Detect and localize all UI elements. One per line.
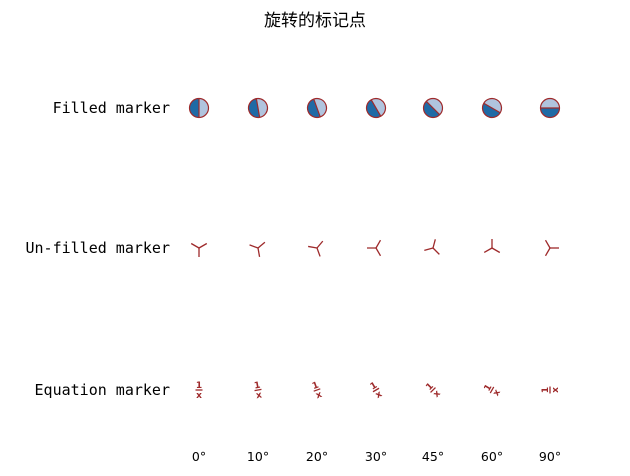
unfilled-marker-90 xyxy=(544,239,559,257)
filled-marker-10 xyxy=(247,97,269,119)
unfilled-marker-arm-0 xyxy=(483,247,493,254)
equation-denominator: x xyxy=(432,389,443,400)
filled-marker-left-half xyxy=(366,99,381,118)
filled-marker-60 xyxy=(481,97,503,119)
unfilled-marker-arm-0 xyxy=(544,247,551,257)
equation-fraction-bar xyxy=(489,386,495,394)
angle-labels: 0° 10° 20° 30° 45° 60° 90° xyxy=(192,449,561,464)
filled-marker-left-half xyxy=(307,99,321,118)
equation-denominator: x xyxy=(315,390,324,401)
filled-marker-divider xyxy=(425,100,441,116)
filled-marker-90 xyxy=(539,97,561,119)
angle-label-10: 10° xyxy=(247,449,269,464)
unfilled-marker-arm-0 xyxy=(424,247,434,251)
filled-marker-left-half xyxy=(540,108,560,118)
unfilled-marker-30 xyxy=(367,239,382,257)
filled-marker-outline xyxy=(422,97,444,119)
equation-denominator: x xyxy=(551,387,561,393)
filled-marker-divider xyxy=(313,98,321,118)
equation-numerator: 1 xyxy=(369,381,379,393)
equation-numerator: 1 xyxy=(483,383,495,393)
filled-marker-20 xyxy=(306,97,328,119)
filled-marker-right-half xyxy=(540,98,560,108)
filled-marker-outline xyxy=(539,97,561,119)
unfilled-marker-arm-1 xyxy=(375,239,382,249)
equation-numerator: 1 xyxy=(541,387,551,393)
filled-marker-0 xyxy=(188,97,210,119)
angle-label-90: 90° xyxy=(539,449,561,464)
equation-fraction-bar xyxy=(430,387,436,393)
unfilled-marker-arm-2 xyxy=(375,247,382,257)
unfilled-marker-arm-1 xyxy=(432,239,436,249)
equation-numerator: 1 xyxy=(311,380,320,392)
unfilled-marker-arm-2 xyxy=(257,247,261,257)
unfilled-marker-arm-1 xyxy=(257,241,266,249)
filled-marker-outline xyxy=(188,97,210,119)
unfilled-marker-arm-2 xyxy=(491,247,501,254)
filled-marker-divider xyxy=(255,98,261,118)
equation-marker-60: 1x xyxy=(483,383,503,398)
angle-label-0: 0° xyxy=(192,449,206,464)
filled-marker-30 xyxy=(365,97,387,119)
unfilled-marker-arm-1 xyxy=(198,242,208,249)
filled-marker-outline xyxy=(481,97,503,119)
filled-marker-right-half xyxy=(483,98,502,113)
row-labels: Filled marker Un-filled marker Equation ma… xyxy=(26,99,171,399)
unfilled-marker-20 xyxy=(308,240,324,257)
equation-numerator: 1 xyxy=(253,381,261,392)
equation-marker-20: 1x xyxy=(311,380,324,401)
filled-marker-left-half xyxy=(482,103,501,118)
angle-label-60: 60° xyxy=(481,449,503,464)
angle-label-30: 30° xyxy=(365,449,387,464)
unfilled-marker-10 xyxy=(249,241,266,257)
filled-marker-outline xyxy=(365,97,387,119)
angle-label-45: 45° xyxy=(422,449,444,464)
filled-marker-right-half xyxy=(313,98,327,117)
equation-numerator: 1 xyxy=(196,381,202,391)
filled-marker-left-half xyxy=(189,98,199,118)
equation-marker-10: 1x xyxy=(253,381,263,402)
filled-marker-right-half xyxy=(371,98,386,117)
filled-marker-outline xyxy=(306,97,328,119)
filled-marker-45 xyxy=(422,97,444,119)
filled-marker-divider xyxy=(370,99,382,117)
filled-marker-divider xyxy=(483,102,501,114)
equation-fraction-bar xyxy=(372,387,380,393)
equation-marker-30: 1x xyxy=(369,381,384,401)
equation-denominator: x xyxy=(255,390,263,401)
row-label-unfilled: Un-filled marker xyxy=(26,239,171,257)
unfilled-marker-arm-0 xyxy=(367,247,377,249)
equation-denominator: x xyxy=(491,388,503,398)
filled-marker-left-half xyxy=(423,101,440,118)
row-label-equation: Equation marker xyxy=(35,381,170,399)
filled-marker-right-half xyxy=(199,98,209,118)
chart-title: 旋转的标记点 xyxy=(264,11,366,31)
unfilled-marker-arm-1 xyxy=(316,240,324,249)
angle-label-20: 20° xyxy=(306,449,328,464)
unfilled-marker-arm-2 xyxy=(432,247,440,255)
unfilled-marker-arm-0 xyxy=(308,245,318,249)
equation-marker-45: 1x xyxy=(424,381,443,400)
unfilled-marker-arm-2 xyxy=(316,247,321,257)
unfilled-marker-arm-0 xyxy=(190,242,200,249)
unfilled-marker-0 xyxy=(190,242,208,257)
equation-denominator: x xyxy=(196,391,202,401)
unfilled-marker-45 xyxy=(424,239,440,255)
equation-denominator: x xyxy=(374,389,384,401)
unfilled-marker-arm-1 xyxy=(491,239,493,249)
row-label-filled: Filled marker xyxy=(53,99,170,117)
unfilled-marker-arm-0 xyxy=(249,244,259,249)
equation-marker-0: 1x xyxy=(195,381,203,401)
unfilled-marker-60 xyxy=(483,239,501,254)
filled-marker-right-half xyxy=(426,98,443,115)
filled-marker-outline xyxy=(247,97,269,119)
equation-numerator: 1 xyxy=(424,381,436,393)
equation-fraction-bar xyxy=(254,388,262,392)
equation-fraction-bar xyxy=(313,388,321,392)
unfilled-marker-arm-1 xyxy=(544,239,551,249)
